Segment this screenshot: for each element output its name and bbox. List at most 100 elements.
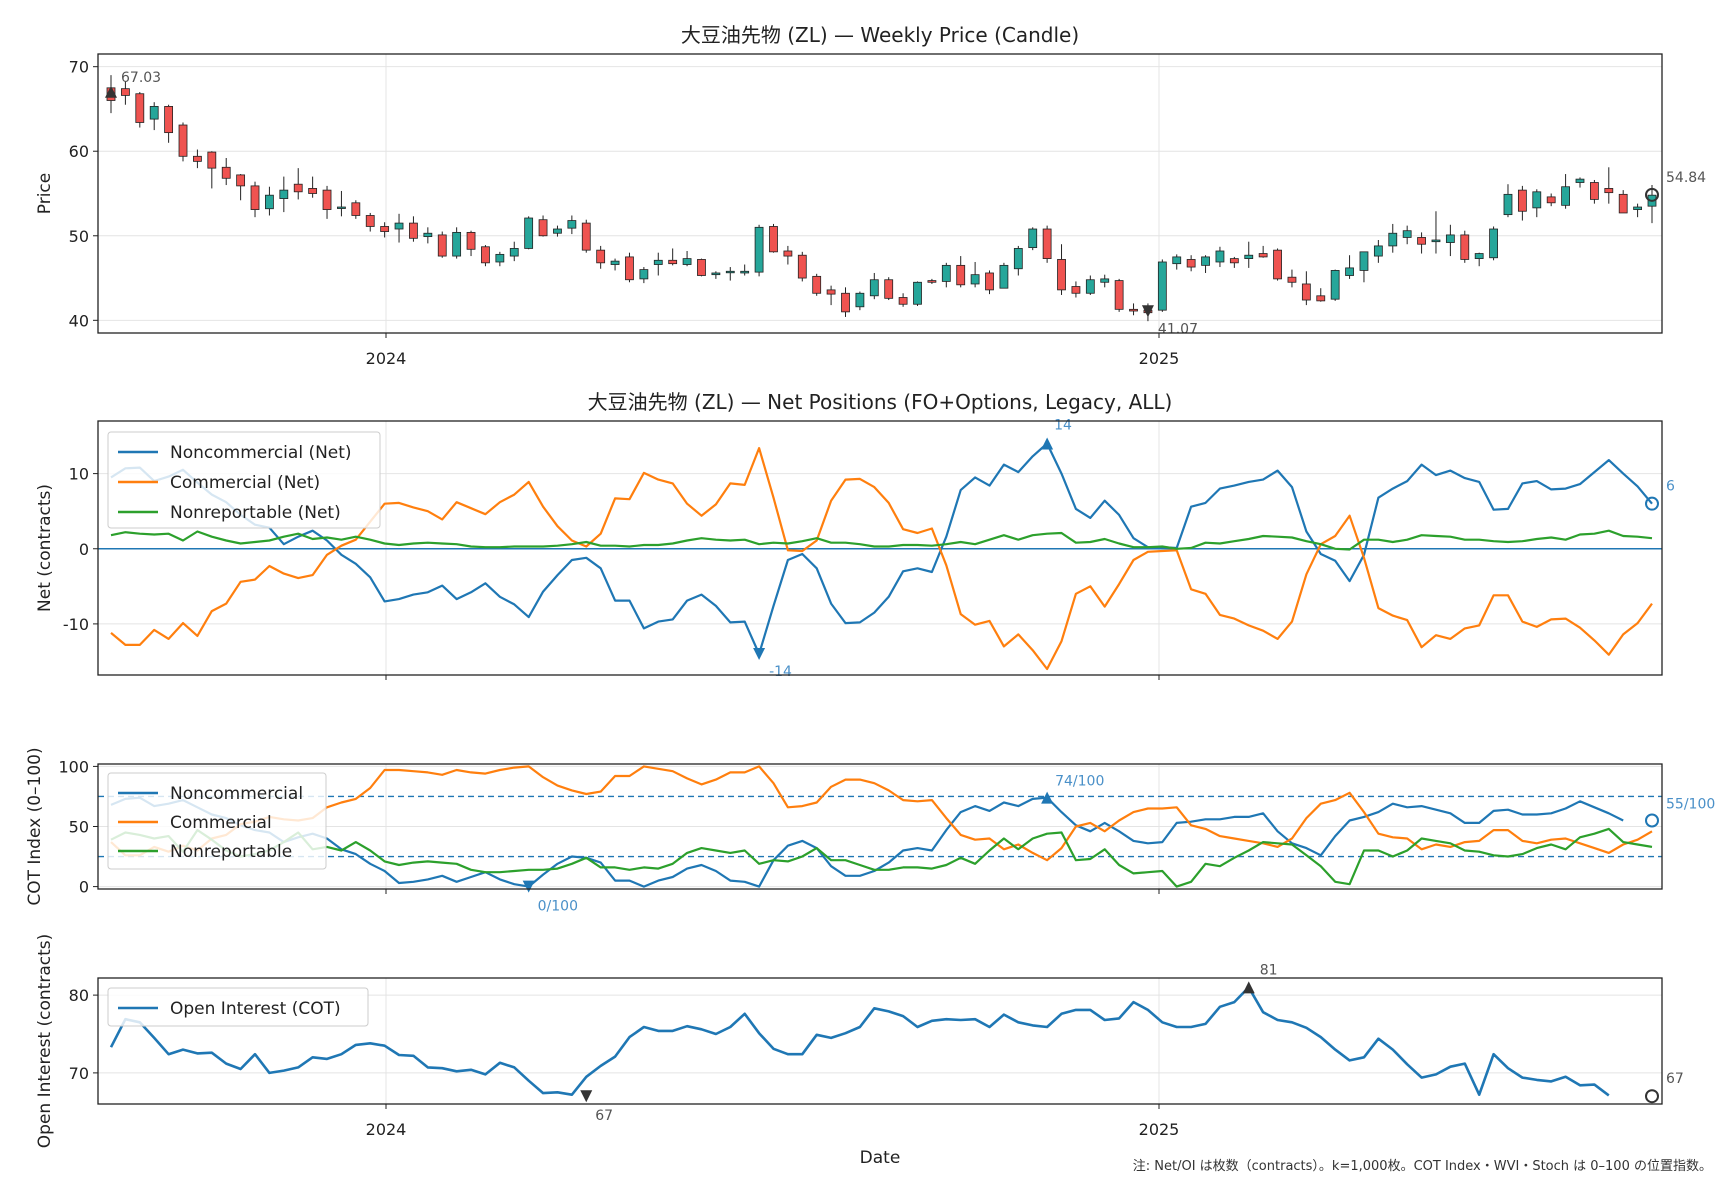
- low-marker: [1141, 305, 1154, 318]
- candle-body: [1042, 228, 1052, 260]
- candle-body: [1532, 191, 1542, 209]
- candle-body: [1273, 249, 1282, 280]
- chart-title: 大豆油先物 (ZL) — Weekly Price (Candle): [681, 23, 1079, 47]
- candle-body: [797, 254, 807, 279]
- series-line-3: [110, 827, 1653, 888]
- candle-body: [1474, 253, 1484, 259]
- candle-body: [725, 270, 735, 274]
- legend-entry: Noncommercial: [170, 784, 303, 804]
- plot-frame: [97, 977, 1663, 1105]
- legend-entry: Nonreportable: [170, 842, 292, 862]
- max-marker: [1242, 981, 1255, 994]
- min-marker: [753, 647, 766, 660]
- candle-body: [855, 292, 865, 308]
- y-axis-label: COT Index (0–100): [25, 747, 45, 905]
- y-tick-label: 0: [79, 878, 89, 897]
- legend-box: [107, 987, 369, 1027]
- candle-body: [884, 279, 894, 299]
- candle-body: [1445, 234, 1455, 243]
- plot-frame: [97, 763, 1663, 890]
- y-tick-label: 60: [69, 142, 89, 161]
- high-label: 67.03: [121, 70, 161, 86]
- candle-body: [1258, 253, 1268, 258]
- candle-body: [1431, 239, 1441, 243]
- candle-body: [697, 259, 706, 276]
- y-tick-label: 70: [69, 58, 89, 77]
- candle-body: [1460, 234, 1470, 260]
- footnote: 注: Net/OI は枚数（contracts）。k=1,000枚。COT In…: [1133, 1159, 1712, 1174]
- last-label: 6: [1666, 479, 1675, 495]
- candle-body: [1186, 259, 1196, 268]
- legend-box: [107, 431, 381, 529]
- last-label: 55/100: [1666, 796, 1715, 812]
- candle-body: [351, 202, 361, 216]
- candle-body: [1546, 196, 1556, 204]
- candle-body: [121, 88, 130, 96]
- candle-body: [610, 260, 620, 265]
- y-tick-label: 0: [79, 540, 89, 559]
- candle-body: [1057, 259, 1066, 291]
- candle-body: [1330, 270, 1340, 300]
- net-positions-panel: -10 0 10 Net (contracts) 大豆油先物 (ZL) — Net Po…: [35, 390, 1675, 680]
- y-axis-label: Net (contracts): [35, 484, 55, 612]
- candle-body: [193, 155, 202, 162]
- legend-entry: Commercial (Net): [170, 473, 320, 493]
- candle-body: [812, 275, 822, 294]
- candle-body: [365, 215, 375, 227]
- candle-body: [1561, 186, 1570, 206]
- candle-body: [265, 194, 274, 210]
- candle-body: [178, 124, 188, 157]
- candle-body: [1359, 251, 1369, 271]
- x-tick-label: 2024: [366, 349, 407, 368]
- candle-body: [207, 151, 217, 169]
- candle-body: [956, 264, 966, 286]
- candle-body: [653, 259, 663, 265]
- candle-body: [913, 281, 922, 305]
- candle-body: [1287, 276, 1297, 283]
- candle-body: [293, 183, 303, 193]
- candle-body: [135, 93, 145, 123]
- x-axis-label: Date: [860, 1148, 901, 1168]
- legend-entry: Noncommercial (Net): [170, 443, 352, 463]
- series-line-2: [110, 765, 1653, 862]
- last-marker: [1645, 813, 1659, 828]
- candle-body: [337, 206, 346, 209]
- series-line-3: [110, 529, 1653, 551]
- candle-body: [1215, 250, 1225, 263]
- candle-body: [308, 188, 318, 194]
- candle-body: [538, 219, 548, 237]
- candle-body: [1157, 261, 1167, 311]
- candle-body: [941, 264, 951, 282]
- candle-body: [481, 246, 490, 264]
- candle-body: [625, 256, 634, 281]
- candle-body: [927, 280, 937, 283]
- candle-body: [1402, 230, 1412, 238]
- candle-body: [1129, 308, 1138, 312]
- candle-body: [394, 222, 404, 230]
- candle-body: [596, 249, 606, 264]
- last-label: 67: [1666, 1071, 1684, 1087]
- candle-body: [423, 232, 433, 238]
- last-marker: [1645, 187, 1659, 202]
- candle-body: [1604, 188, 1614, 194]
- candle-body: [1301, 283, 1311, 301]
- max-label: 14: [1054, 418, 1072, 434]
- candle-body: [754, 226, 764, 273]
- low-label: 41.07: [1158, 321, 1198, 337]
- max-label: 81: [1260, 962, 1278, 978]
- candle-body: [509, 248, 519, 257]
- plot-frame: [97, 420, 1663, 676]
- series-line-1: [110, 796, 1624, 888]
- y-tick-label: 80: [69, 986, 89, 1005]
- candle-body: [567, 220, 577, 229]
- legend-entry: Open Interest (COT): [170, 999, 341, 1019]
- x-tick-label: 2025: [1139, 349, 1180, 368]
- chart-title: 大豆油先物 (ZL) — Net Positions (FO+Options, …: [588, 390, 1173, 414]
- candle-body: [1229, 258, 1239, 264]
- candle-body: [639, 269, 649, 280]
- max-label: 74/100: [1055, 774, 1104, 790]
- candle-body: [409, 222, 418, 239]
- last-marker: [1645, 1089, 1659, 1104]
- candle-body: [1201, 256, 1210, 266]
- candle-body: [1013, 248, 1023, 270]
